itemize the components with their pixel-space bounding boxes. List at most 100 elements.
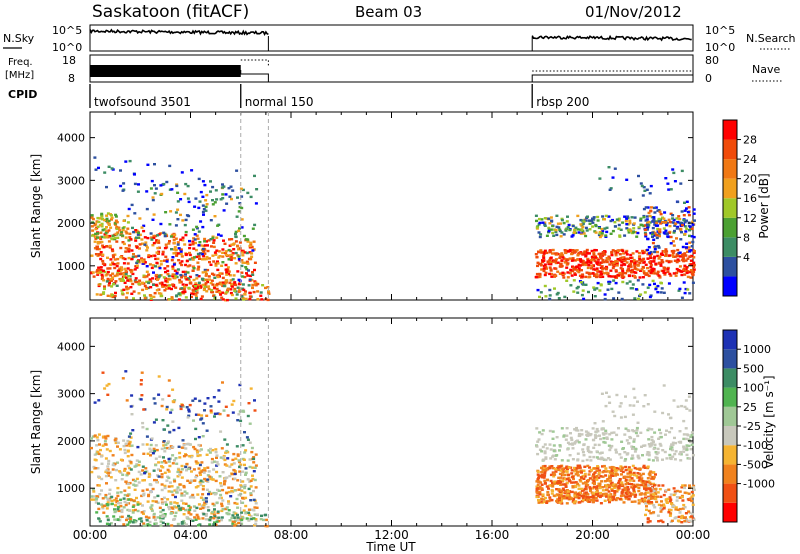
scatter-cell (98, 224, 102, 227)
scatter-cell (557, 468, 561, 472)
scatter-cell (145, 280, 149, 284)
scatter-cell (206, 280, 210, 284)
scatter-cell (621, 249, 625, 252)
scatter-cell (547, 230, 551, 233)
scatter-cell (195, 513, 199, 517)
scatter-cell (639, 431, 643, 434)
scatter-cell (178, 261, 182, 265)
scatter-cell (133, 488, 137, 491)
scatter-cell (224, 405, 228, 408)
scatter-cell (548, 251, 552, 254)
scatter-cell (610, 497, 614, 500)
scatter-cell (662, 505, 666, 508)
scatter-cell (607, 490, 611, 493)
scatter-cell (685, 518, 688, 521)
colorbar-swatch (723, 483, 737, 503)
scatter-cell (685, 200, 689, 203)
scatter-cell (165, 180, 169, 184)
scatter-cell (259, 294, 263, 297)
scatter-cell (114, 504, 117, 507)
scatter-cell (212, 241, 216, 244)
scatter-cell (128, 232, 132, 235)
scatter-cell (548, 496, 552, 499)
scatter-cell (205, 290, 209, 293)
scatter-cell (595, 269, 599, 272)
scatter-cell (171, 274, 175, 278)
scatter-cell (152, 447, 156, 451)
scatter-cell (168, 284, 172, 287)
scatter-cell (674, 222, 678, 225)
scatter-cell (610, 431, 614, 435)
scatter-cell (248, 295, 252, 298)
scatter-cell (535, 491, 539, 494)
scatter-cell (126, 523, 130, 526)
scatter-cell (151, 198, 155, 202)
scatter-cell (128, 517, 132, 521)
scatter-cell (548, 272, 552, 276)
scatter-cell (648, 520, 652, 523)
scatter-cell (103, 263, 107, 267)
scatter-cell (103, 440, 107, 443)
scatter-cell (102, 435, 106, 438)
scatter-cell (123, 489, 127, 492)
scatter-cell (629, 287, 633, 290)
scatter-cell (584, 283, 588, 286)
scatter-cell (548, 294, 552, 297)
scatter-cell (653, 443, 657, 446)
scatter-cell (129, 460, 133, 464)
scatter-cell (603, 480, 607, 483)
scatter-cell (123, 281, 127, 284)
scatter-cell (221, 488, 225, 492)
scatter-cell (157, 393, 161, 396)
scatter-cell (201, 506, 205, 510)
scatter-cell (220, 516, 224, 519)
scatter-cell (250, 245, 254, 249)
scatter-cell (113, 518, 117, 521)
scatter-cell (251, 466, 255, 469)
scatter-cell (673, 458, 677, 461)
scatter-cell (114, 497, 118, 500)
scatter-cell (547, 262, 551, 266)
scatter-cell (201, 247, 205, 251)
scatter-cell (192, 468, 196, 471)
scatter-cell (638, 493, 642, 496)
scatter-cell (200, 504, 204, 507)
scatter-cell (173, 246, 177, 249)
scatter-cell (245, 272, 248, 275)
scatter-cell (599, 437, 603, 441)
scatter-cell (539, 291, 543, 294)
scatter-cell (216, 412, 220, 415)
scatter-cell (618, 253, 622, 256)
scatter-cell (248, 278, 252, 281)
scatter-cell (196, 485, 200, 488)
scatter-cell (673, 259, 677, 262)
scatter-cell (667, 282, 671, 285)
scatter-cell (613, 225, 617, 228)
scatter-cell (156, 234, 160, 237)
scatter-cell (100, 269, 104, 272)
scatter-cell (180, 276, 184, 279)
scatter-cell (600, 265, 604, 268)
scatter-cell (132, 483, 136, 486)
nsearch-label: N.Search (746, 32, 796, 45)
scatter-cell (181, 239, 185, 242)
scatter-cell (609, 219, 613, 223)
scatter-cell (622, 259, 626, 263)
scatter-cell (249, 241, 253, 244)
scatter-cell (682, 437, 686, 441)
scatter-cell (631, 464, 635, 468)
scatter-cell (136, 509, 140, 513)
scatter-cell (607, 166, 611, 169)
scatter-cell (620, 483, 624, 486)
scatter-cell (156, 501, 160, 504)
scatter-cell (687, 510, 691, 513)
scatter-cell (203, 477, 207, 481)
scatter-cell (243, 431, 246, 434)
scatter-cell (653, 255, 657, 258)
scatter-cell (166, 269, 170, 273)
scatter-cell (625, 253, 629, 256)
x-axis-label: Time UT (365, 540, 416, 554)
scatter-cell (599, 475, 603, 478)
freq-label-2: [MHz] (5, 70, 34, 81)
scatter-cell (615, 393, 619, 397)
